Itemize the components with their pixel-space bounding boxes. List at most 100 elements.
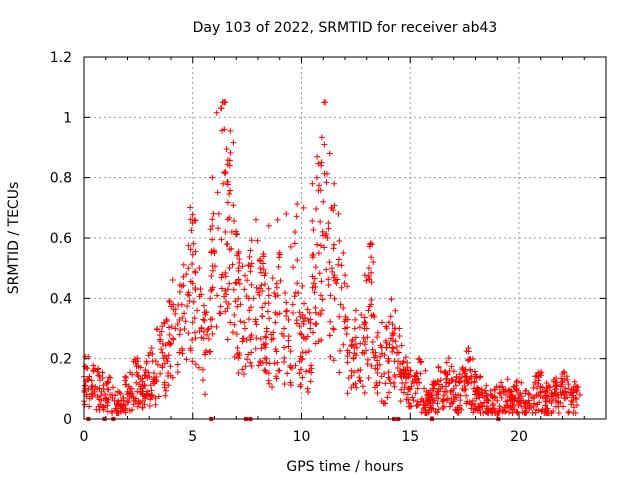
data-point: [134, 355, 141, 362]
data-point: [364, 360, 371, 367]
data-point: [257, 258, 264, 265]
data-point: [96, 385, 103, 392]
data-point: [181, 310, 188, 317]
data-point: [81, 382, 88, 389]
data-point: [266, 315, 273, 322]
data-point: [462, 373, 469, 380]
data-point: [161, 381, 168, 388]
data-point: [201, 309, 208, 316]
data-point: [226, 265, 233, 272]
data-point: [114, 388, 121, 395]
data-point: [535, 407, 542, 414]
y-tick-label: 0.2: [50, 352, 72, 368]
data-point: [200, 302, 207, 309]
data-point: [361, 389, 368, 396]
data-point: [400, 367, 407, 374]
data-point: [269, 384, 276, 391]
data-point: [493, 383, 500, 390]
data-point: [196, 293, 203, 300]
data-point: [255, 289, 261, 296]
data-point: [141, 401, 148, 408]
data-point: [370, 349, 377, 356]
data-point: [463, 348, 470, 355]
data-point: [287, 348, 294, 355]
data-point: [231, 354, 238, 361]
data-point: [245, 295, 252, 302]
data-point: [407, 367, 414, 374]
data-point: [398, 342, 405, 349]
data-point: [135, 399, 142, 406]
data-point: [125, 399, 132, 406]
data-point: [205, 335, 212, 342]
data-point: [340, 250, 347, 257]
data-point: [325, 225, 332, 232]
data-point: [252, 216, 259, 223]
data-point: [256, 291, 263, 298]
data-point: [351, 369, 358, 376]
data-point: [142, 395, 149, 402]
data-point: [330, 325, 337, 332]
data-point: [152, 395, 159, 402]
data-point: [207, 316, 214, 323]
data-point: [107, 374, 114, 381]
data-point: [414, 402, 421, 409]
data-point: [257, 335, 264, 342]
data-point: [235, 370, 242, 377]
data-point: [130, 358, 137, 365]
data-point: [298, 355, 305, 362]
data-point: [285, 333, 292, 340]
data-point: [272, 293, 279, 300]
data-point: [265, 285, 272, 292]
data-point: [159, 340, 166, 347]
data-point: [213, 109, 220, 116]
plot-frame: [83, 56, 607, 420]
data-point: [256, 285, 263, 292]
data-point: [289, 301, 296, 308]
data-point: [127, 385, 134, 392]
data-point: [558, 381, 565, 388]
data-point: [561, 369, 568, 376]
data-point: [300, 321, 307, 328]
data-point: [392, 338, 399, 345]
data-point: [127, 369, 134, 376]
data-point: [503, 402, 510, 409]
data-point: [224, 216, 231, 223]
data-point: [191, 329, 198, 336]
data-point: [327, 353, 334, 360]
data-point: [331, 295, 338, 302]
data-point: [169, 374, 176, 381]
data-point: [239, 263, 246, 270]
data-point: [483, 382, 490, 389]
data-point: [166, 299, 173, 306]
data-point: [304, 306, 311, 313]
data-point: [337, 347, 344, 354]
data-point: [233, 230, 240, 237]
data-point: [201, 351, 208, 358]
data-point: [122, 407, 129, 414]
data-point: [152, 401, 159, 408]
data-point: [435, 395, 442, 402]
data-point: [105, 378, 112, 385]
y-tick-label: 0.8: [50, 171, 72, 187]
data-point: [406, 372, 413, 379]
data-point: [217, 310, 224, 317]
data-point: [391, 358, 398, 365]
data-point: [275, 263, 282, 270]
data-point: [366, 276, 373, 283]
data-point: [191, 217, 198, 224]
data-point: [390, 330, 397, 337]
data-point: [352, 316, 359, 323]
data-point: [363, 277, 370, 284]
data-point: [365, 273, 372, 280]
data-point: [133, 369, 140, 376]
data-point: [192, 269, 199, 276]
data-point: [400, 389, 407, 396]
data-point: [386, 376, 393, 383]
data-point: [519, 409, 526, 416]
data-point: [416, 355, 423, 362]
data-point: [122, 381, 129, 388]
data-point: [209, 267, 216, 274]
data-point: [273, 284, 280, 291]
data-point: [189, 336, 196, 343]
data-point: [415, 375, 422, 382]
